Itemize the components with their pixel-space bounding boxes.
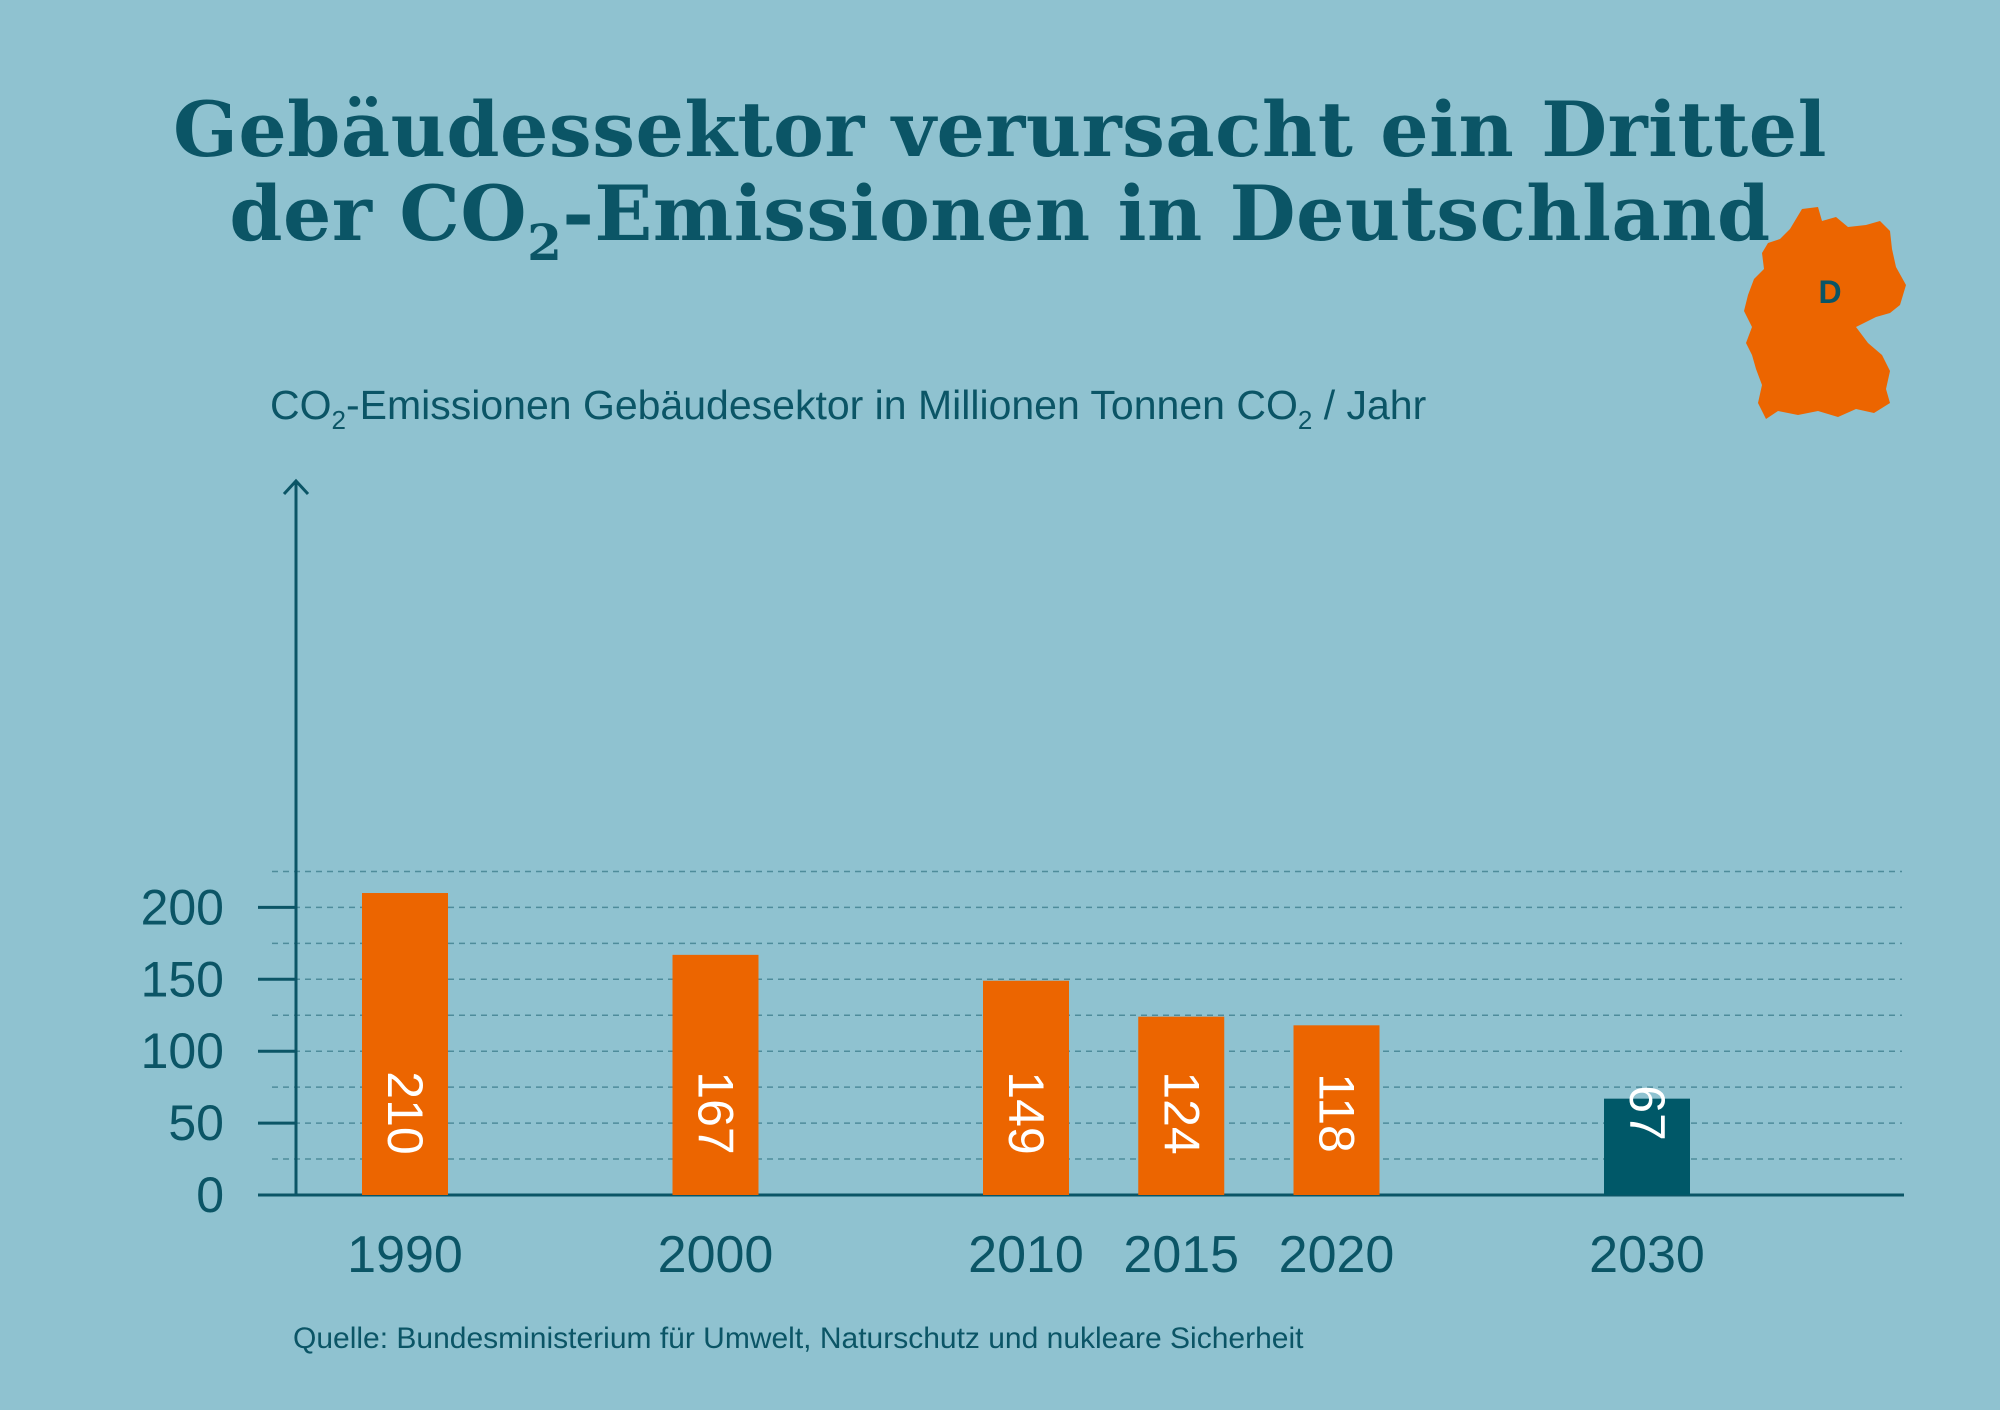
bar-value-label: 118 xyxy=(1309,1073,1365,1153)
chart-title-part: / Jahr xyxy=(1312,382,1427,428)
y-tick-label: 50 xyxy=(168,1095,224,1151)
title-subscript: 2 xyxy=(527,213,563,272)
source-note: Quelle: Bundesministerium für Umwelt, Na… xyxy=(293,1322,1304,1355)
bar xyxy=(672,954,759,1195)
bar-value-label: 149 xyxy=(998,1071,1054,1154)
bar-value-label: 167 xyxy=(688,1071,744,1154)
x-tick-label: 2020 xyxy=(1279,1226,1395,1284)
chart-title-subscript: 2 xyxy=(331,405,346,435)
y-tick-label: 200 xyxy=(141,879,224,935)
x-tick-label: 1990 xyxy=(347,1226,463,1284)
bar xyxy=(1293,1025,1380,1195)
title-line-2: der CO2-Emissionen in Deutschland xyxy=(0,169,2000,268)
title-part: -Emissionen in Deutschland xyxy=(562,169,1771,258)
title-part: der CO xyxy=(229,169,528,258)
bar-value-label: 67 xyxy=(1619,1085,1675,1141)
page-title: Gebäudessektor verursacht ein Drittel de… xyxy=(0,85,2000,268)
x-tick-label: 2030 xyxy=(1589,1226,1705,1284)
germany-map-icon: D xyxy=(1744,207,1906,419)
chart-title-subscript: 2 xyxy=(1297,405,1313,435)
bar xyxy=(1138,1016,1225,1195)
bar xyxy=(1604,1098,1690,1195)
bar xyxy=(983,980,1069,1195)
bar xyxy=(362,893,448,1195)
y-tick-label: 100 xyxy=(141,1023,224,1079)
bar-layer xyxy=(362,893,1690,1195)
map-label: D xyxy=(1818,274,1841,310)
label-layer: 0 50 100 150 200 210 1990 167 2000 149 2010 124 2015… xyxy=(141,879,1705,1284)
chart-title: CO2-Emissionen Gebäudesektor in Millione… xyxy=(270,382,1427,433)
y-tick-label: 150 xyxy=(141,951,224,1007)
x-tick-label: 2010 xyxy=(968,1226,1084,1284)
y-axis-arrow xyxy=(282,478,310,496)
x-tick-label: 2000 xyxy=(658,1226,774,1284)
x-tick-label: 2015 xyxy=(1123,1226,1239,1284)
chart-title-part: -Emissionen Gebäudesektor in Millionen T… xyxy=(345,382,1298,428)
y-tick-label: 0 xyxy=(196,1167,224,1223)
bar-value-label: 210 xyxy=(377,1071,433,1154)
chart-title-part: CO xyxy=(270,382,332,428)
title-line-1: Gebäudessektor verursacht ein Drittel xyxy=(173,85,1827,174)
bar-value-label: 124 xyxy=(1153,1071,1209,1154)
germany-map-shape xyxy=(1744,207,1906,419)
